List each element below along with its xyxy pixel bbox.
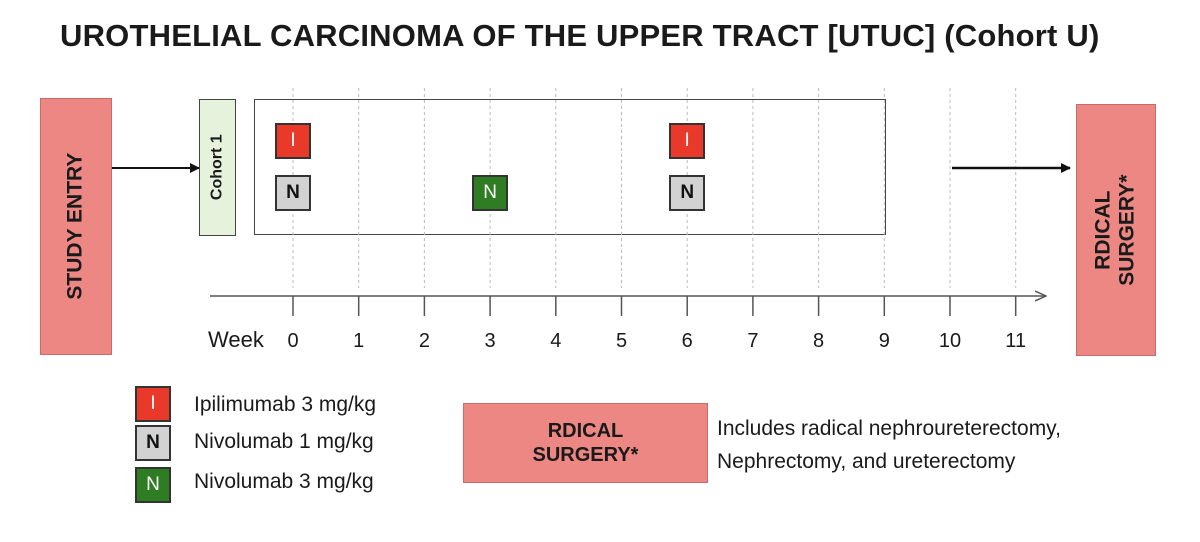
legend-swatch-nivolumab-3: N <box>135 467 171 503</box>
tick-label-week-7: 7 <box>747 330 759 352</box>
radical-surgery-box: RDICAL SURGERY* <box>1076 104 1156 356</box>
legend-swatch-nivolumab-1: N <box>135 425 171 461</box>
tick-label-week-2: 2 <box>418 330 430 352</box>
timeline-frame <box>254 99 886 235</box>
surgery-note-line1: Includes radical nephroureterectomy, <box>717 417 1061 440</box>
dose-ipilimumab-week-0: I <box>275 123 311 159</box>
tick-label-week-1: 1 <box>353 330 365 352</box>
dose-ipilimumab-week-6: I <box>669 123 706 159</box>
tick-label-week-4: 4 <box>550 330 562 352</box>
radical-legend-line2: SURGERY* <box>532 444 639 466</box>
dose-nivolumab-1-week-6: N <box>669 175 706 211</box>
week-gridlines <box>292 88 1017 288</box>
legend-text-nivolumab-3: Nivolumab 3 mg/kg <box>194 470 374 493</box>
tick-label-week-8: 8 <box>813 330 825 352</box>
cohort-box: Cohort 1 <box>199 99 236 236</box>
tick-label-week-6: 6 <box>681 330 693 352</box>
diagram-title: UROTHELIAL CARCINOMA OF THE UPPER TRACT … <box>60 18 1100 53</box>
week-ticks <box>292 296 1017 316</box>
dose-nivolumab-3-week-3: N <box>472 175 509 211</box>
study-entry-box: STUDY ENTRY <box>40 98 112 355</box>
axis-label: Week <box>208 327 264 352</box>
radical-legend-line1: RDICAL <box>547 420 624 442</box>
tick-label-week-10: 10 <box>938 330 962 352</box>
legend-text-ipilimumab: Ipilimumab 3 mg/kg <box>194 393 377 416</box>
surgery-note-line2: Nephrectomy, and ureterectomy <box>717 450 1016 473</box>
radical-surgery-legend-box: RDICAL SURGERY* <box>463 403 708 483</box>
tick-label-week-3: 3 <box>484 330 496 352</box>
tick-label-week-11: 11 <box>1005 330 1027 352</box>
tick-label-week-0: 0 <box>287 330 299 352</box>
dose-nivolumab-1-week-0: N <box>275 175 311 211</box>
legend-text-nivolumab-1: Nivolumab 1 mg/kg <box>194 430 374 453</box>
tick-label-week-5: 5 <box>615 330 628 352</box>
tick-label-week-9: 9 <box>878 330 890 352</box>
legend-swatch-ipilimumab: I <box>135 386 171 422</box>
